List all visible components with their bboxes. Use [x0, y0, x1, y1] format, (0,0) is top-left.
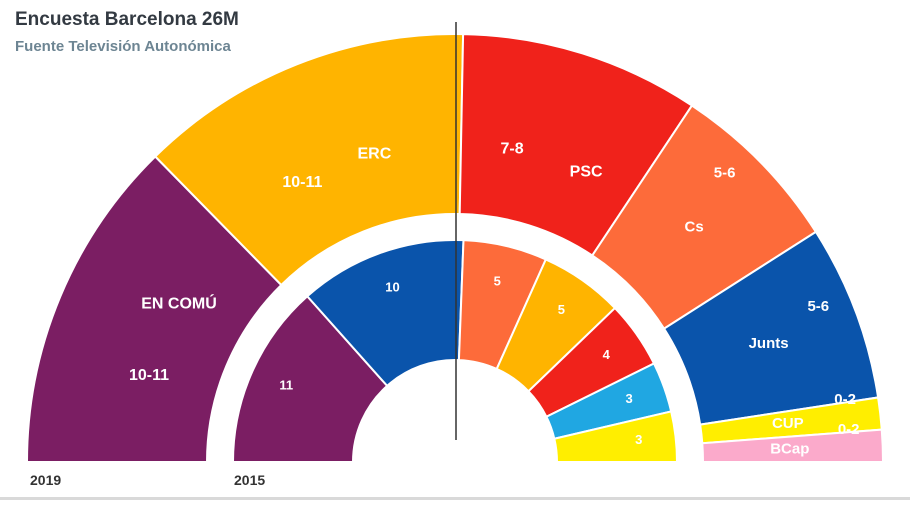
seat-label-junts: 5-6	[807, 298, 829, 315]
seat-label-2015-5: 4	[603, 347, 611, 362]
year-label-2015: 2015	[234, 472, 265, 488]
seat-label-2015-1: 11	[279, 378, 293, 393]
seat-label-psc: 7-8	[501, 140, 524, 157]
party-label-junts: Junts	[749, 335, 789, 352]
seat-label-cs: 5-6	[714, 164, 736, 181]
year-labels: 2019 2015	[30, 472, 265, 488]
party-label-psc: PSC	[570, 164, 603, 181]
seat-label-en-comu: 10-11	[129, 367, 169, 384]
chart-title: Encuesta Barcelona 26M	[15, 9, 239, 30]
seat-label-cup: 0-2	[834, 391, 856, 408]
party-label-cup: CUP	[772, 415, 804, 432]
party-label-erc: ERC	[358, 146, 392, 163]
party-label-bcap: BCap	[770, 440, 809, 457]
chart-subtitle: Fuente Televisión Autonómica	[15, 38, 231, 55]
hemicycle-2015-segment-1	[231, 294, 389, 463]
seat-label-2015-3: 5	[494, 273, 501, 288]
seat-label-erc: 10-11	[282, 174, 322, 191]
seat-label-bcap: 0-2	[838, 421, 860, 438]
seat-label-2015-6: 3	[625, 391, 632, 406]
hemicycle-2019-segment-bcap	[701, 428, 885, 463]
seat-label-2015-4: 5	[558, 302, 565, 317]
hemicycle-chart: 10-11 EN COMÚ 10-11 ERC 7-8 PSC Cs 5-6 Junts 5-6 C…	[25, 22, 885, 488]
year-label-2019: 2019	[30, 472, 61, 488]
hemicycle-2015: 11 10 5 5 4 3 3	[231, 239, 679, 463]
party-label-cs: Cs	[685, 218, 704, 235]
seat-label-2015-2: 10	[385, 279, 399, 294]
seat-label-2015-7: 3	[635, 432, 642, 447]
party-label-en-comu: EN COMÚ	[141, 293, 217, 312]
hemicycle-2019: 10-11 EN COMÚ 10-11 ERC 7-8 PSC Cs 5-6 Junts 5-6 C…	[25, 33, 885, 463]
hemicycle-2015-segment-7	[553, 410, 679, 463]
bottom-divider	[0, 497, 910, 500]
